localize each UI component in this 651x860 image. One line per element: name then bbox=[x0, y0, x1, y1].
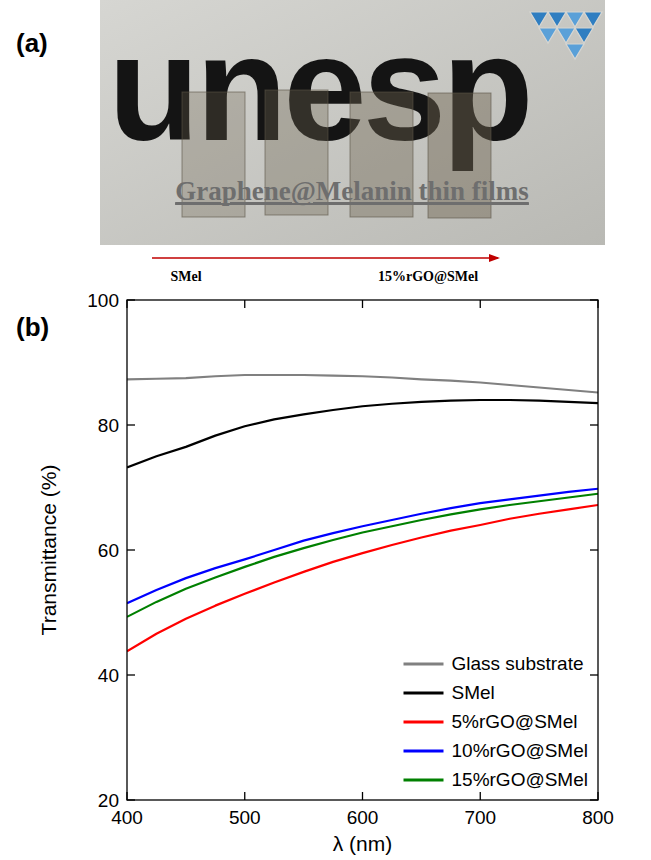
x-tick bbox=[362, 792, 363, 800]
legend-label: 10%rGO@SMel bbox=[452, 740, 589, 761]
x-tick bbox=[480, 792, 481, 800]
logo-triangle bbox=[539, 28, 557, 43]
x-tick-top bbox=[597, 300, 598, 308]
y-tick bbox=[127, 674, 135, 675]
y-tick-right bbox=[590, 299, 598, 300]
logo-triangle bbox=[530, 12, 548, 27]
logo-triangle bbox=[584, 12, 602, 27]
x-tick-label: 500 bbox=[229, 807, 261, 828]
logo-triangle bbox=[575, 28, 593, 43]
x-tick-label: 600 bbox=[347, 807, 379, 828]
x-tick bbox=[126, 792, 127, 800]
legend-label: 15%rGO@SMel bbox=[452, 769, 589, 790]
panel-label: (b) bbox=[16, 312, 49, 342]
x-tick-top bbox=[480, 300, 481, 308]
logo-triangle bbox=[566, 12, 584, 27]
x-tick-label: 800 bbox=[582, 807, 614, 828]
legend-swatch bbox=[404, 663, 444, 666]
y-tick-label: 60 bbox=[98, 540, 119, 561]
x-tick-top bbox=[362, 300, 363, 308]
x-tick bbox=[597, 792, 598, 800]
y-tick-right bbox=[590, 549, 598, 550]
series-line bbox=[127, 489, 598, 603]
arrow-end-label: 15%rGO@SMel bbox=[378, 269, 478, 284]
logo-triangle bbox=[548, 12, 566, 27]
logo-icon bbox=[530, 12, 602, 59]
legend-label: Glass substrate bbox=[452, 653, 584, 674]
logo-triangle bbox=[557, 28, 575, 43]
series-line bbox=[127, 400, 598, 468]
x-tick-top bbox=[244, 300, 245, 308]
figure: (a)unespGraphene@Melanin thin filmsSMel1… bbox=[0, 0, 651, 860]
y-tick-right bbox=[590, 799, 598, 800]
legend-swatch bbox=[404, 721, 444, 724]
legend-swatch bbox=[404, 779, 444, 782]
x-tick bbox=[244, 792, 245, 800]
y-tick-right bbox=[590, 424, 598, 425]
plot-frame bbox=[127, 300, 598, 800]
arrow-line bbox=[152, 257, 498, 259]
y-tick bbox=[127, 799, 135, 800]
logo-triangle bbox=[566, 44, 584, 59]
y-tick bbox=[127, 299, 135, 300]
y-tick-label: 100 bbox=[87, 290, 119, 311]
arrow-start-label: SMel bbox=[170, 269, 201, 284]
y-tick-right bbox=[590, 674, 598, 675]
photo-background bbox=[100, 0, 605, 245]
x-axis-title: λ (nm) bbox=[333, 832, 393, 855]
x-tick-label: 700 bbox=[464, 807, 496, 828]
photo-caption: Graphene@Melanin thin films bbox=[175, 176, 529, 206]
series-line bbox=[127, 494, 598, 617]
y-tick bbox=[127, 549, 135, 550]
y-tick bbox=[127, 424, 135, 425]
x-tick-top bbox=[126, 300, 127, 308]
plot-lines bbox=[127, 375, 598, 651]
caption-underline bbox=[175, 203, 529, 205]
arrow-head bbox=[489, 254, 500, 262]
series-line bbox=[127, 375, 598, 393]
legend-label: 5%rGO@SMel bbox=[452, 711, 578, 732]
panel-label: (a) bbox=[16, 28, 48, 58]
y-tick-label: 80 bbox=[98, 415, 119, 436]
legend-label: SMel bbox=[452, 682, 495, 703]
legend-swatch bbox=[404, 750, 444, 753]
y-tick-label: 40 bbox=[98, 665, 119, 686]
y-axis-title: Transmittance (%) bbox=[37, 465, 60, 636]
legend-swatch bbox=[404, 692, 444, 695]
legend: Glass substrate SMel 5%rGO@SMel 10%rGO@SMel… bbox=[404, 653, 589, 790]
y-tick-label: 20 bbox=[98, 790, 119, 811]
